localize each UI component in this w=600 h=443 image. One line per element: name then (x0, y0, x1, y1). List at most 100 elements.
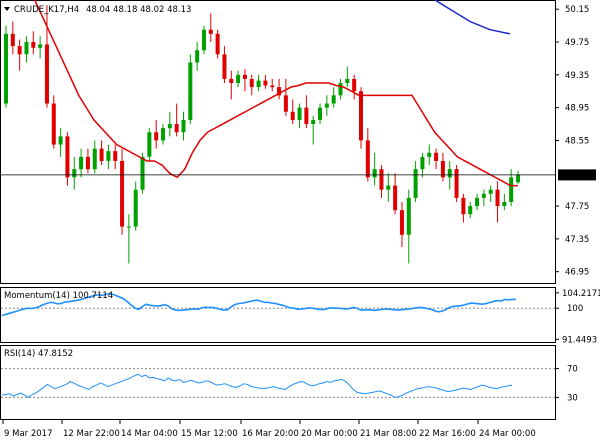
candle-body (120, 160, 125, 227)
candle-body (147, 132, 152, 157)
candle-body (488, 189, 493, 194)
candle-body (263, 80, 268, 86)
last-price-box (558, 169, 596, 181)
candle-body (393, 185, 398, 211)
candle-body (461, 197, 466, 215)
candle-body (195, 50, 200, 63)
candle-body (434, 152, 439, 161)
momentum-axis: 104.2171 100 91.4493 (555, 289, 600, 345)
rsi-tick-label: 30 (567, 393, 578, 403)
candle-body (495, 189, 500, 207)
candle-body (58, 136, 63, 145)
candle-body (413, 169, 418, 198)
candle-body (4, 33, 8, 104)
price-tick-label: 47.75 (565, 202, 589, 212)
candle-body (468, 206, 473, 215)
rsi-levels (1, 368, 555, 398)
rsi-panel: 70 30 RSI(14) 47.8152 (0, 345, 578, 420)
candle-body (440, 160, 445, 178)
candle-body (372, 169, 377, 178)
candle-body (174, 124, 179, 133)
candle-body (399, 210, 404, 235)
candle-body (249, 78, 254, 88)
candle-body (161, 128, 166, 141)
candle-body (181, 119, 186, 133)
candle-body (352, 78, 357, 92)
candle-body (318, 107, 323, 120)
candle-body (140, 156, 145, 190)
chart-header: CRUDE_K17,H4 48.04 48.18 48.02 48.13 (4, 5, 191, 15)
candle-body (406, 197, 411, 235)
momentum-title: Momentum(14) 100.7114 (4, 291, 113, 301)
price-tick-label: 50.15 (565, 5, 589, 15)
candle-body (516, 174, 520, 183)
rsi-panel-frame (0, 345, 556, 420)
candle-body (38, 44, 43, 48)
last-price-label: 48.13 (563, 171, 587, 181)
candle-body (17, 46, 22, 55)
candle-body (65, 136, 70, 178)
time-tick-label: 21 Mar 08:00 (360, 429, 417, 439)
candle-body (92, 148, 97, 170)
candle-body (379, 169, 384, 190)
time-tick-label: 14 Mar 04:00 (121, 429, 178, 439)
candle-body (331, 95, 336, 104)
candle-body (10, 33, 15, 47)
time-axis: 9 Mar 2017 12 Mar 22:00 14 Mar 04:00 15 Mar… (2, 420, 536, 439)
symbol-label: CRUDE_K17,H4 (14, 5, 79, 15)
candle-body (345, 78, 350, 84)
collapse-arrow-icon[interactable] (4, 7, 10, 11)
candle-body (427, 152, 432, 157)
momentum-panel: 104.2171 100 91.4493 Momentum(14) 100.7114 (0, 287, 600, 345)
price-axis: 50.15 49.75 49.35 48.95 48.55 47.75 47.35 46.95 (555, 5, 589, 278)
candle-body (420, 156, 425, 170)
candles-group (4, 5, 520, 264)
candle-body (222, 54, 227, 79)
rsi-axis: 70 30 (555, 365, 578, 403)
candle-body (365, 140, 370, 178)
candle-body (51, 103, 56, 145)
candle-body (113, 151, 118, 161)
candle-body (133, 189, 138, 227)
time-tick-label: 12 Mar 22:00 (63, 429, 120, 439)
candle-body (297, 107, 302, 120)
time-tick-label: 22 Mar 16:00 (419, 429, 476, 439)
candle-body (242, 74, 247, 79)
candle-body (167, 124, 172, 129)
price-panel: 50.15 49.75 49.35 48.95 48.55 47.75 47.35 46.95… (0, 0, 596, 284)
rsi-tick-label: 70 (567, 365, 578, 375)
time-tick-label: 24 Mar 00:00 (479, 429, 536, 439)
momentum-tick-label: 91.4493 (562, 335, 597, 345)
candle-body (215, 33, 220, 55)
candle-body (236, 74, 241, 84)
price-tick-label: 49.75 (565, 38, 589, 48)
candle-body (256, 80, 261, 88)
candle-body (126, 226, 131, 228)
candle-body (99, 148, 104, 161)
ma-slow-line (433, 0, 511, 35)
ma-fast-line (33, 0, 518, 187)
candle-body (72, 169, 77, 178)
momentum-tick-label: 100 (567, 304, 583, 314)
time-tick-label: 16 Mar 20:00 (242, 429, 299, 439)
candle-body (106, 151, 111, 161)
price-panel-frame (0, 0, 556, 284)
candle-body (277, 87, 282, 96)
candle-body (386, 185, 391, 190)
candle-body (447, 169, 452, 178)
price-tick-label: 48.95 (565, 104, 589, 114)
price-tick-label: 49.35 (565, 71, 589, 81)
candle-body (311, 119, 316, 125)
candle-body (79, 156, 84, 170)
candle-body (188, 62, 193, 120)
candle-body (283, 95, 288, 112)
candle-body (358, 91, 363, 141)
rsi-line (1, 373, 513, 398)
candle-body (85, 156, 90, 170)
candle-body (324, 103, 329, 108)
candle-body (509, 177, 514, 202)
price-tick-label: 46.95 (565, 268, 589, 278)
momentum-tick-label: 104.2171 (562, 289, 600, 299)
candle-body (44, 44, 49, 104)
